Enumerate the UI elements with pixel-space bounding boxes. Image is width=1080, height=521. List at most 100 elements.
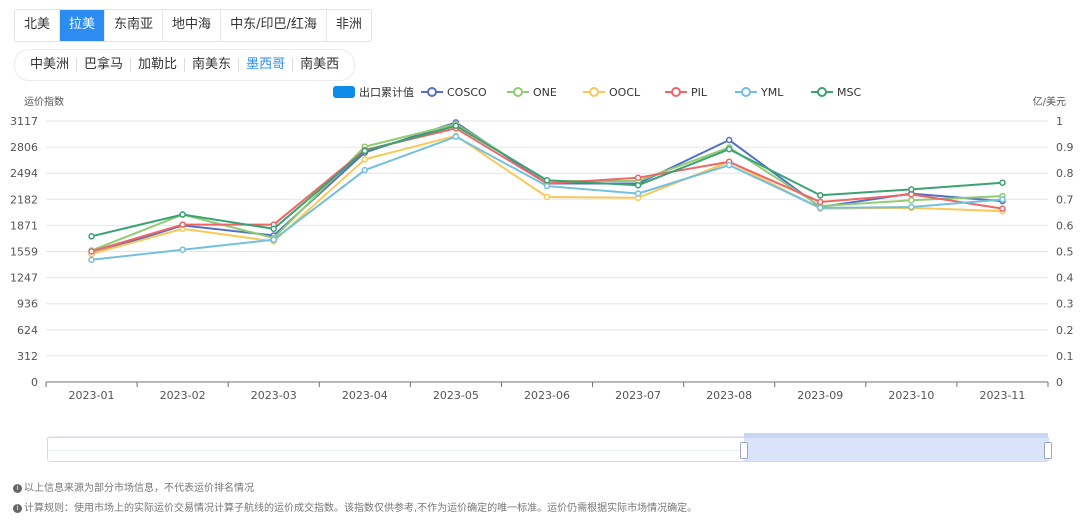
zoom-selected-range[interactable] (744, 433, 1048, 461)
data-point[interactable] (634, 181, 642, 189)
data-point[interactable] (361, 147, 369, 155)
legend-marker (817, 87, 827, 97)
series-msc (88, 122, 1006, 240)
y2-tick-label: 0.5 (1056, 246, 1074, 259)
data-point[interactable] (725, 136, 733, 144)
data-point[interactable] (179, 246, 186, 253)
legend-item-msc[interactable]: MSC (811, 86, 861, 99)
y2-tick-label: 0.7 (1056, 193, 1074, 206)
data-point[interactable] (908, 186, 915, 193)
data-point[interactable] (634, 190, 642, 197)
data-point[interactable] (88, 233, 95, 240)
y-tick-label: 1871 (10, 219, 38, 232)
data-point[interactable] (452, 122, 460, 130)
subregion-tab[interactable]: 中美洲 (23, 58, 78, 72)
y-tick-label: 312 (17, 350, 38, 363)
x-tick-label: 2023-06 (524, 389, 570, 402)
y-tick-label: 3117 (10, 115, 38, 128)
y2-tick-label: 1 (1056, 115, 1063, 128)
region-tab[interactable]: 东南亚 (105, 10, 164, 41)
data-point[interactable] (999, 196, 1006, 203)
y2-tick-label: 0.1 (1056, 350, 1074, 363)
region-tabs: 北美 拉美 东南亚 地中海 中东/印巴/红海 非洲 (14, 9, 372, 42)
x-tick-label: 2023-01 (69, 389, 115, 402)
subregion-tab[interactable]: 南美西 (300, 57, 340, 72)
y2-tick-label: 0 (1056, 376, 1063, 389)
data-point[interactable] (817, 192, 824, 199)
y2-tick-label: 0.2 (1056, 324, 1074, 337)
x-tick-label: 2023-10 (888, 389, 934, 402)
data-point[interactable] (88, 256, 95, 263)
zoom-handle-right[interactable] (1044, 442, 1052, 459)
zoom-handle-left[interactable] (740, 442, 748, 459)
data-point[interactable] (361, 166, 369, 174)
legend-marker (513, 87, 523, 97)
x-tick-label: 2023-04 (342, 389, 388, 402)
zoom-slider-container[interactable] (47, 433, 1052, 462)
region-tab[interactable]: 拉美 (60, 10, 106, 41)
legend-item-cosco[interactable]: COSCO (421, 86, 487, 99)
data-point[interactable] (725, 145, 733, 153)
subregion-tab[interactable]: 加勒比 (131, 58, 186, 72)
data-point[interactable] (999, 205, 1006, 212)
legend-label: OOCL (609, 86, 641, 99)
legend-marker (741, 87, 751, 97)
subregion-tabs: 中美洲 巴拿马 加勒比 南美东 墨西哥 南美西 (14, 49, 356, 81)
data-point[interactable] (543, 182, 551, 190)
legend-label: YML (760, 86, 784, 99)
data-point[interactable] (543, 176, 551, 184)
region-tab[interactable]: 北美 (15, 10, 61, 41)
series-oocl (88, 132, 1006, 258)
y-axis-label: 运价指数 (24, 95, 64, 108)
data-point[interactable] (817, 198, 824, 206)
chart-series (88, 119, 1006, 263)
x-tick-label: 2023-08 (706, 389, 752, 402)
data-point[interactable] (361, 156, 369, 163)
data-point[interactable] (999, 179, 1006, 186)
data-point[interactable] (725, 161, 733, 169)
data-point[interactable] (270, 225, 277, 233)
data-point[interactable] (908, 203, 915, 211)
chart-legend: 出口累计值 COSCO ONE OOCL PIL YML MSC (333, 85, 861, 99)
data-point[interactable] (634, 174, 642, 181)
freight-index-chart: 出口累计值 COSCO ONE OOCL PIL YML MSC 运价指数 亿/美元 0 31… (10, 85, 1074, 440)
y-tick-label: 0 (31, 376, 38, 389)
legend-item-one[interactable]: ONE (507, 86, 557, 99)
y2-tick-label: 0.8 (1056, 167, 1074, 180)
y2-axis-ticks: 0 0.1 0.2 0.3 0.4 0.5 0.6 0.7 0.8 0.9 1 (1056, 115, 1074, 389)
data-point[interactable] (88, 248, 95, 255)
note-rule: i 计算规则：使用市场上的实际运价交易情况计算子航线的运价成交指数。该指数仅供参考… (13, 499, 697, 514)
region-tab[interactable]: 中东/印巴/红海 (221, 10, 327, 41)
legend-label: COSCO (447, 86, 487, 99)
data-point[interactable] (179, 211, 186, 218)
data-point[interactable] (543, 193, 551, 201)
x-tick-label: 2023-09 (797, 389, 843, 402)
data-point[interactable] (179, 221, 186, 228)
data-point[interactable] (908, 197, 915, 204)
legend-item-oocl[interactable]: OOCL (583, 86, 641, 99)
subregion-tab[interactable]: 巴拿马 (77, 58, 132, 72)
legend-label: ONE (533, 86, 557, 99)
data-point[interactable] (908, 191, 915, 198)
y-tick-label: 2182 (10, 193, 38, 206)
y2-tick-label: 0.9 (1056, 141, 1074, 154)
x-tick-label: 2023-05 (433, 389, 479, 402)
legend-marker (671, 87, 681, 97)
y-axis-ticks: 0 312 624 936 1247 1559 1871 2182 2494 2806 3117 (10, 115, 38, 389)
region-tab[interactable]: 地中海 (163, 10, 222, 41)
x-axis-ticks: 2023-01 2023-02 2023-03 2023-04 2023-05 2023-… (45, 382, 1049, 402)
data-point[interactable] (817, 204, 824, 212)
region-tab[interactable]: 非洲 (326, 10, 371, 41)
subregion-tab[interactable]: 南美东 (185, 58, 240, 72)
legend-item-pil[interactable]: PIL (665, 86, 708, 99)
data-point[interactable] (452, 133, 460, 140)
y2-tick-label: 0.4 (1056, 272, 1074, 285)
legend-item-export-total[interactable]: 出口累计值 (333, 85, 414, 99)
data-point[interactable] (270, 236, 277, 243)
info-icon: i (13, 503, 22, 513)
subregion-tab[interactable]: 墨西哥 (239, 58, 294, 72)
legend-item-yml[interactable]: YML (735, 86, 784, 99)
series-yml (88, 133, 1006, 263)
legend-label: MSC (837, 86, 861, 99)
y-tick-label: 1559 (10, 246, 38, 259)
